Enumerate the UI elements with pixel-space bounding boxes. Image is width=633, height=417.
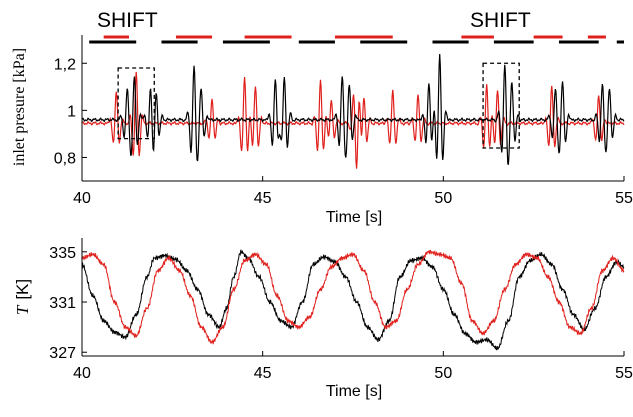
bottom-axes	[81, 238, 624, 357]
top-y-ticks: 0,8 1 1,2	[54, 56, 87, 167]
bottom-x-ticks: 40 45 50 55	[73, 351, 633, 382]
top-x-tick-label: 55	[615, 190, 633, 207]
bottom-series	[81, 249, 625, 351]
pressure-series-red	[81, 71, 625, 169]
inlet-pressure-chart: SHIFT SHIFT 40 45 50 55 0,8 1 1,2 Time [s] in…	[11, 9, 633, 226]
top-x-axis-label: Time [s]	[326, 209, 382, 226]
bottom-y-axis-symbol: T	[13, 304, 32, 315]
top-x-tick-label: 40	[73, 190, 91, 207]
dashed-boxes	[117, 62, 520, 149]
top-y-axis-label: inlet presure [kPa]	[11, 48, 28, 166]
temperature-chart: 40 45 50 55 327 331 335 Time [s] T [K]	[13, 238, 633, 400]
top-x-ticks: 40 45 50 55	[73, 176, 633, 207]
bottom-x-tick-label: 45	[254, 365, 272, 382]
bottom-y-axis-unit: [K]	[13, 279, 32, 300]
bottom-x-tick-label: 50	[434, 365, 452, 382]
dashed-highlight-box	[482, 62, 520, 149]
bottom-y-tick-label: 335	[49, 245, 76, 262]
top-axes	[81, 35, 624, 182]
top-y-tick-label: 0,8	[54, 150, 76, 167]
top-series	[81, 53, 625, 169]
pressure-series-black	[81, 53, 625, 165]
bottom-y-tick-label: 327	[49, 345, 76, 362]
temperature-series-black	[81, 249, 625, 351]
top-x-tick-label: 45	[254, 190, 272, 207]
temperature-series-red	[81, 249, 625, 345]
bottom-x-tick-label: 40	[73, 365, 91, 382]
bottom-x-axis-label: Time [s]	[326, 383, 382, 400]
bottom-x-tick-label: 55	[615, 365, 633, 382]
bottom-y-tick-label: 331	[49, 295, 76, 312]
shift-annotation-right: SHIFT	[470, 9, 531, 32]
bottom-y-axis-label: T [K]	[13, 279, 32, 315]
dashed-highlight-box	[117, 67, 155, 140]
top-x-tick-label: 50	[434, 190, 452, 207]
top-y-tick-label: 1,2	[54, 56, 76, 73]
bottom-y-ticks: 327 331 335	[49, 245, 87, 362]
shift-annotation-left: SHIFT	[97, 9, 158, 32]
top-bars	[89, 35, 624, 44]
top-y-tick-label: 1	[67, 103, 76, 120]
